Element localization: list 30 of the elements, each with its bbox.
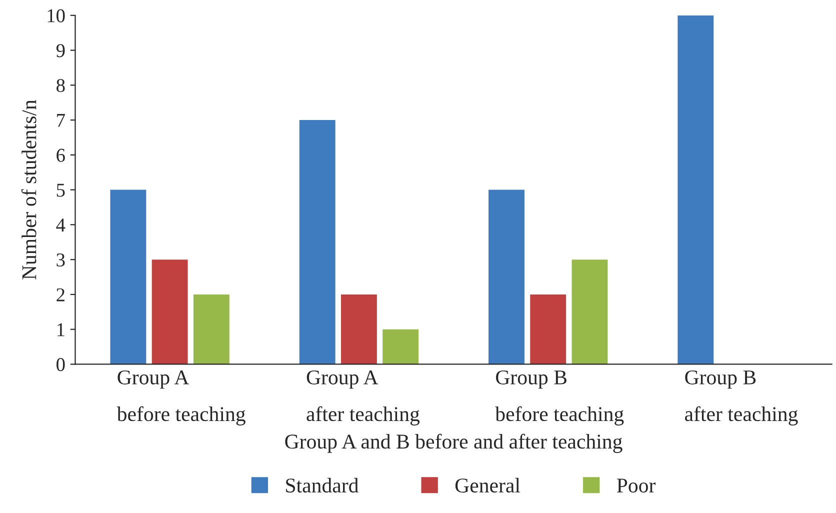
y-tick-label: 0 bbox=[56, 358, 65, 372]
x-tick-label: Group B before teaching bbox=[495, 370, 624, 426]
y-tick-label: 1 bbox=[58, 323, 64, 336]
x-tick-label: Group A before teaching bbox=[116, 370, 246, 426]
bar bbox=[110, 190, 146, 364]
bar bbox=[572, 260, 608, 364]
x-tick-label: Group B after teaching bbox=[685, 370, 798, 426]
y-axis-title: Number of students/n bbox=[21, 100, 36, 280]
y-tick-label: 2 bbox=[56, 288, 64, 302]
bar bbox=[299, 120, 336, 364]
bar bbox=[340, 294, 377, 364]
x-tick-label: Group A after teaching bbox=[306, 370, 420, 426]
x-axis-title: Group A and B before and after teaching bbox=[285, 434, 622, 453]
y-tick-label: 5 bbox=[56, 184, 65, 197]
bar bbox=[530, 294, 566, 364]
y-tick-label: 8 bbox=[56, 78, 65, 92]
legend-label: Standard bbox=[286, 478, 358, 493]
bar bbox=[152, 260, 188, 364]
y-tick-label: 10 bbox=[48, 9, 65, 22]
bar bbox=[382, 329, 419, 364]
bar bbox=[488, 190, 524, 364]
legend-label: Poor bbox=[616, 478, 656, 493]
y-tick-label: 9 bbox=[56, 44, 65, 58]
y-tick-label: 4 bbox=[56, 218, 66, 232]
bar bbox=[193, 294, 230, 364]
y-tick-label: 3 bbox=[56, 253, 65, 267]
bar bbox=[678, 15, 714, 364]
y-tick-label: 6 bbox=[56, 148, 65, 162]
y-tick-label: 7 bbox=[57, 114, 65, 127]
legend-label: General bbox=[455, 478, 520, 493]
